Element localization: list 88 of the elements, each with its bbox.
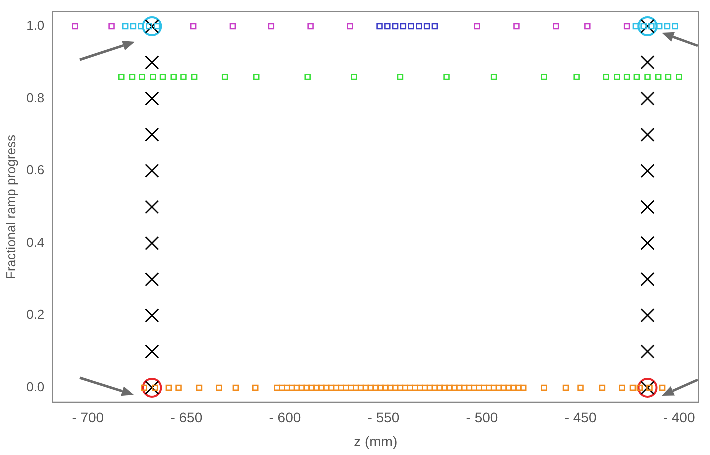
point: [665, 74, 672, 80]
point: [624, 23, 630, 30]
y-axis-title: Fractional ramp progress: [3, 134, 18, 280]
point: [190, 23, 197, 30]
point: [400, 23, 407, 30]
y-tick-label: 0.4: [26, 234, 45, 250]
point: [640, 56, 655, 70]
point: [490, 74, 498, 80]
y-tick-label: 0.2: [26, 307, 45, 322]
point: [640, 92, 655, 106]
point: [640, 128, 655, 142]
point: [640, 344, 655, 359]
x-tick-label: - 700: [72, 410, 104, 426]
point: [672, 23, 678, 30]
y-tick-label: 0.6: [26, 162, 45, 178]
point: [640, 164, 655, 178]
point: [118, 74, 125, 80]
point: [129, 74, 136, 80]
point: [72, 23, 78, 30]
point: [230, 23, 236, 30]
x-tick-label: - 450: [564, 410, 597, 426]
point: [145, 272, 160, 287]
y-tick-label: 1.0: [26, 18, 45, 34]
point: [122, 23, 129, 30]
point: [222, 74, 228, 80]
point: [145, 56, 160, 70]
point: [154, 23, 160, 30]
x-tick-label: - 600: [269, 410, 302, 426]
point: [541, 74, 548, 80]
point: [384, 23, 391, 30]
point: [603, 74, 610, 80]
point: [640, 23, 647, 30]
point: [139, 74, 146, 80]
y-tick-label: 0.8: [26, 90, 45, 106]
y-tick-label: 0.0: [26, 380, 45, 395]
point: [416, 23, 422, 30]
point: [574, 74, 580, 80]
point: [655, 74, 662, 80]
point: [268, 23, 275, 30]
point: [408, 23, 414, 30]
point: [253, 74, 260, 80]
point: [160, 74, 166, 80]
point: [308, 23, 314, 30]
point: [624, 74, 630, 80]
point: [444, 74, 450, 80]
point: [130, 23, 137, 30]
point: [432, 23, 438, 30]
point: [553, 23, 560, 30]
point: [180, 74, 187, 80]
x-tick-label: - 650: [170, 410, 203, 426]
point: [170, 74, 177, 80]
point: [304, 74, 311, 80]
point: [145, 344, 160, 359]
point: [347, 23, 354, 30]
point: [640, 200, 655, 214]
point: [640, 236, 655, 250]
point: [584, 23, 591, 30]
point: [614, 74, 620, 80]
point: [145, 92, 160, 106]
point: [474, 23, 480, 30]
point: [397, 74, 404, 80]
point: [191, 74, 198, 80]
point: [145, 164, 160, 178]
point: [392, 23, 399, 30]
point: [351, 74, 358, 80]
point: [644, 74, 651, 80]
x-axis-title: z (mm): [354, 433, 398, 450]
point: [145, 308, 160, 323]
point: [676, 74, 682, 80]
x-tick-label: - 550: [368, 410, 400, 426]
point: [145, 200, 160, 214]
point: [150, 74, 156, 80]
point: [424, 23, 430, 30]
point: [376, 23, 383, 30]
point: [145, 236, 160, 250]
x-tick-label: - 500: [466, 410, 498, 426]
point: [632, 23, 640, 30]
point: [664, 23, 671, 30]
point: [656, 23, 663, 30]
point: [648, 23, 655, 30]
point: [138, 23, 144, 30]
point: [514, 23, 520, 30]
point: [640, 272, 655, 287]
point: [634, 74, 640, 80]
point: [145, 128, 160, 142]
point: [108, 23, 115, 30]
point: [640, 308, 655, 323]
x-tick-label: - 400: [663, 410, 696, 426]
